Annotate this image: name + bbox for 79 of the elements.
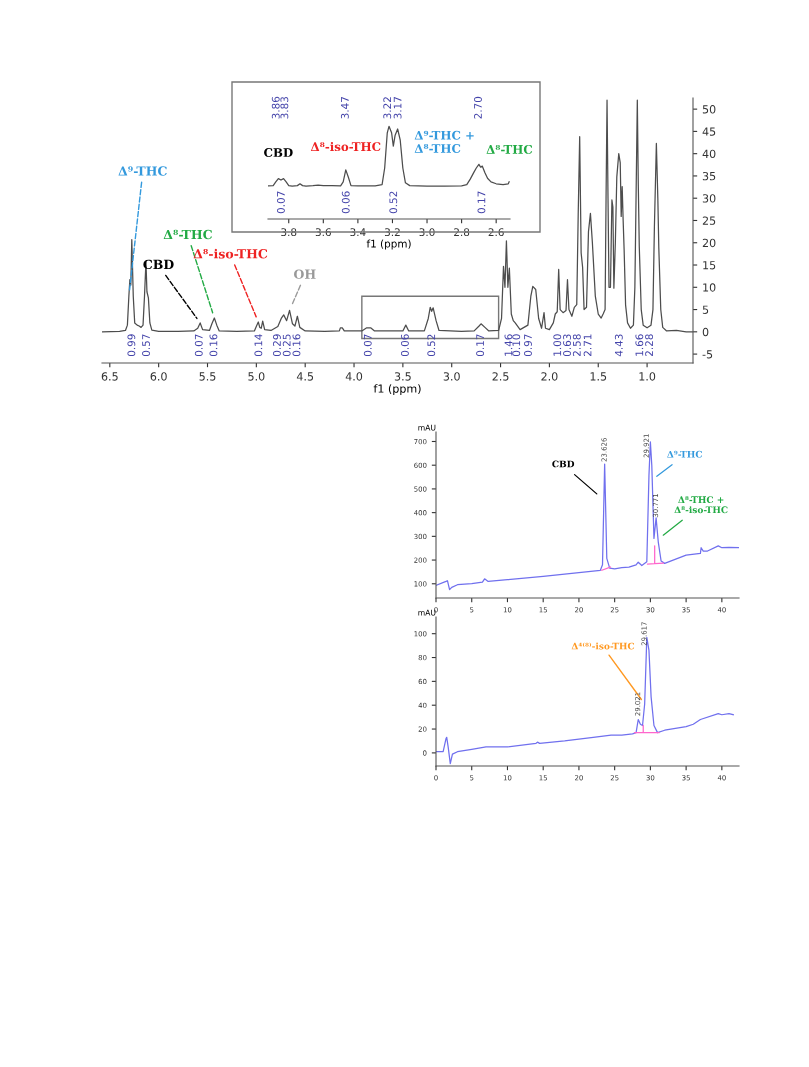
annotation: 0.52 <box>389 191 398 214</box>
annotation: 0.17 <box>476 334 485 357</box>
annotation: 2.71 <box>583 334 592 357</box>
y-tick-label: 40 <box>702 149 716 159</box>
annotation: 3.17 <box>393 97 402 119</box>
x-tick-label: 5.5 <box>199 372 216 381</box>
annotation: Δ⁸-THC <box>486 144 533 154</box>
x-tick-label: 2.8 <box>454 228 470 237</box>
annotation: Δ⁸-iso-THC <box>310 141 381 152</box>
x-tick-label: 3.2 <box>384 228 400 237</box>
annotation: 3.22 <box>383 97 392 119</box>
annotation: 4.43 <box>614 334 623 357</box>
y-tick-label: 50 <box>702 105 716 114</box>
annotation: Δ⁴⁽⁸⁾-iso-THC <box>571 642 635 650</box>
annotation: 0.25 <box>282 334 291 357</box>
x-tick-label: 2.6 <box>488 228 504 237</box>
y-tick-label: 30 <box>702 194 716 203</box>
annotation: CBD <box>143 259 174 270</box>
x-tick-label: 1.5 <box>590 372 607 381</box>
x-tick-label: 5.0 <box>248 372 265 381</box>
annotation: Δ⁹-THC <box>667 450 703 458</box>
line-series <box>646 545 664 565</box>
annotation: 3.47 <box>340 97 349 119</box>
annotation: 2.70 <box>474 96 482 119</box>
annotation: 1.00 <box>553 334 562 356</box>
x-tick-label: 3.0 <box>443 372 460 381</box>
annotation: OH <box>294 269 316 279</box>
x-tick-label: 4.5 <box>296 372 314 381</box>
annotation: 3.83 <box>280 97 289 119</box>
annotation: Δ⁹-THC <box>118 166 167 176</box>
annotation: 0.97 <box>524 334 532 357</box>
x-tick-label: 3.6 <box>315 228 331 237</box>
annotation: CBD <box>552 460 575 468</box>
x-tick-label: 6.5 <box>101 372 118 381</box>
y-tick-label: 25 <box>702 216 716 225</box>
x-tick-label: 2.0 <box>541 372 558 381</box>
annotation: Δ⁹-THC + Δ⁸-THC <box>414 130 474 153</box>
annotation: CBD <box>264 148 293 158</box>
y-tick-label: 5 <box>702 305 709 314</box>
x-tick-label: 3.8 <box>281 228 297 237</box>
annotation: 0.63 <box>563 334 571 357</box>
y-tick-label: 35 <box>702 171 716 181</box>
annotation: Δ⁸-THC + Δ⁸-iso-THC <box>674 496 728 514</box>
annotation: Δ⁸-THC <box>163 229 212 240</box>
y-tick-label: 0 <box>702 327 709 337</box>
x-tick-label: 4.0 <box>345 372 363 381</box>
x-axis-title: f1 (ppm) <box>366 239 411 250</box>
x-tick-label: 3.4 <box>350 228 366 237</box>
annotation: 1.46 <box>504 334 513 356</box>
annotation: 2.28 <box>645 334 654 357</box>
annotation: 0.16 <box>209 334 218 357</box>
x-tick-label: 3.0 <box>419 228 435 237</box>
x-tick-label: 2.5 <box>492 372 509 381</box>
x-tick-label: 1.0 <box>639 372 656 381</box>
annotation: 0.07 <box>194 334 203 357</box>
annotation: 1.66 <box>635 334 644 356</box>
annotation: 0.52 <box>427 334 436 357</box>
annotation: 0.07 <box>363 334 372 357</box>
annotation: 0.10 <box>512 334 521 357</box>
annotation: 0.99 <box>127 334 136 357</box>
y-tick-label: 45 <box>702 127 716 136</box>
y-tick-label: 15 <box>703 261 716 270</box>
annotation: 0.17 <box>477 191 486 214</box>
annotation: 0.06 <box>341 191 350 214</box>
annotation: 0.57 <box>142 334 150 357</box>
annotation: 3.86 <box>271 96 280 119</box>
x-axis-title: f1 (ppm) <box>373 384 421 395</box>
annotation: 0.06 <box>400 334 409 357</box>
annotation: Δ⁸-iso-THC <box>193 248 268 259</box>
annotation: 0.29 <box>272 334 281 357</box>
x-tick-label: 3.5 <box>394 372 411 381</box>
y-tick-label: 20 <box>702 238 716 248</box>
annotation: 0.16 <box>292 334 301 357</box>
annotation: 2.58 <box>572 334 581 357</box>
x-tick-label: 6.0 <box>150 372 167 381</box>
annotation: 0.07 <box>276 191 285 214</box>
annotation: 0.14 <box>254 334 263 357</box>
y-tick-label: -5 <box>702 350 713 359</box>
y-tick-label: 10 <box>703 283 716 292</box>
